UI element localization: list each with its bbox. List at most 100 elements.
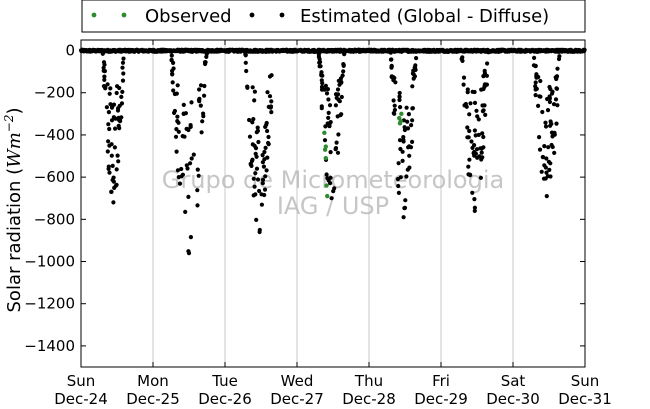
estimated-point xyxy=(107,91,112,96)
estimated-point xyxy=(459,56,464,62)
estimated-point xyxy=(405,126,411,131)
estimated-point xyxy=(397,94,402,99)
estimated-point xyxy=(553,97,559,102)
estimated-point xyxy=(202,83,207,89)
estimated-point xyxy=(251,117,256,122)
estimated-point xyxy=(181,102,186,107)
observed-point xyxy=(323,155,328,161)
estimated-point xyxy=(319,104,324,109)
estimated-point xyxy=(196,173,201,178)
estimated-point xyxy=(119,94,124,99)
estimated-point xyxy=(396,183,401,189)
estimated-point xyxy=(254,130,259,135)
estimated-point xyxy=(189,100,194,105)
estimated-point xyxy=(245,85,250,90)
estimated-point xyxy=(341,62,346,67)
estimated-point xyxy=(269,99,274,104)
estimated-point xyxy=(333,103,338,108)
y-axis-label-text: Solar radiation ( xyxy=(4,168,25,313)
estimated-point xyxy=(479,157,484,162)
observed-point xyxy=(323,144,328,149)
estimated-point xyxy=(339,94,344,100)
estimated-point xyxy=(329,196,334,201)
observed-point xyxy=(324,183,329,188)
estimated-point xyxy=(101,84,107,89)
estimated-point xyxy=(475,114,480,119)
estimated-point xyxy=(391,98,396,103)
estimated-point xyxy=(481,108,486,113)
estimated-point xyxy=(174,127,179,132)
estimated-point xyxy=(395,177,400,182)
estimated-point xyxy=(413,65,418,70)
estimated-point xyxy=(254,154,259,159)
estimated-point xyxy=(105,149,110,154)
estimated-point xyxy=(319,73,324,78)
estimated-point xyxy=(100,51,105,56)
estimated-point xyxy=(262,187,268,192)
legend-estimated-marker xyxy=(249,12,255,18)
estimated-point xyxy=(109,189,114,194)
estimated-point xyxy=(261,164,266,169)
estimated-point xyxy=(253,192,258,197)
estimated-point xyxy=(106,110,111,115)
estimated-point xyxy=(316,54,321,60)
estimated-point xyxy=(326,115,331,120)
estimated-point xyxy=(195,188,200,193)
estimated-point xyxy=(257,229,262,235)
estimated-point xyxy=(410,106,415,111)
estimated-point xyxy=(189,156,194,161)
estimated-point xyxy=(171,88,176,93)
estimated-point xyxy=(393,80,398,85)
estimated-point xyxy=(543,120,548,125)
estimated-point xyxy=(327,103,333,108)
estimated-point xyxy=(554,86,559,91)
estimated-point xyxy=(334,140,339,145)
estimated-point xyxy=(121,56,126,61)
estimated-point xyxy=(250,157,255,162)
estimated-point xyxy=(335,87,341,92)
estimated-point xyxy=(482,82,488,87)
estimated-point xyxy=(198,103,203,108)
estimated-point xyxy=(469,139,474,144)
estimated-point xyxy=(248,162,253,167)
y-tick-label: −1200 xyxy=(24,295,75,313)
estimated-point xyxy=(117,126,122,131)
estimated-point xyxy=(259,192,264,197)
estimated-point xyxy=(467,128,472,134)
estimated-point xyxy=(389,64,394,69)
estimated-point xyxy=(405,119,410,124)
estimated-point xyxy=(465,125,470,130)
estimated-point xyxy=(196,97,202,103)
estimated-point xyxy=(268,104,274,109)
observed-point xyxy=(325,193,330,199)
estimated-point xyxy=(263,145,268,150)
estimated-point xyxy=(485,61,490,66)
estimated-point xyxy=(180,134,185,139)
estimated-point xyxy=(544,194,549,199)
estimated-point xyxy=(180,172,185,177)
estimated-point xyxy=(337,99,342,104)
estimated-point xyxy=(342,50,347,55)
estimated-point xyxy=(533,93,538,98)
x-tick-label-date: Dec-27 xyxy=(270,390,324,408)
estimated-point xyxy=(327,124,332,129)
estimated-point xyxy=(550,89,555,94)
estimated-point xyxy=(102,69,107,74)
estimated-point xyxy=(244,68,249,74)
estimated-point xyxy=(169,57,174,63)
estimated-point xyxy=(114,167,119,172)
estimated-point xyxy=(401,135,406,140)
estimated-point xyxy=(545,174,551,179)
estimated-point xyxy=(107,126,112,132)
estimated-point xyxy=(398,146,403,152)
estimated-point xyxy=(470,89,475,94)
estimated-point xyxy=(255,177,261,182)
estimated-point xyxy=(463,101,468,107)
y-axis-label-exponent: −2 xyxy=(2,115,16,133)
estimated-point xyxy=(335,150,341,155)
estimated-point xyxy=(547,99,553,105)
estimated-point xyxy=(317,60,322,65)
estimated-point xyxy=(243,52,248,57)
estimated-point xyxy=(121,71,126,76)
estimated-point xyxy=(198,83,204,88)
